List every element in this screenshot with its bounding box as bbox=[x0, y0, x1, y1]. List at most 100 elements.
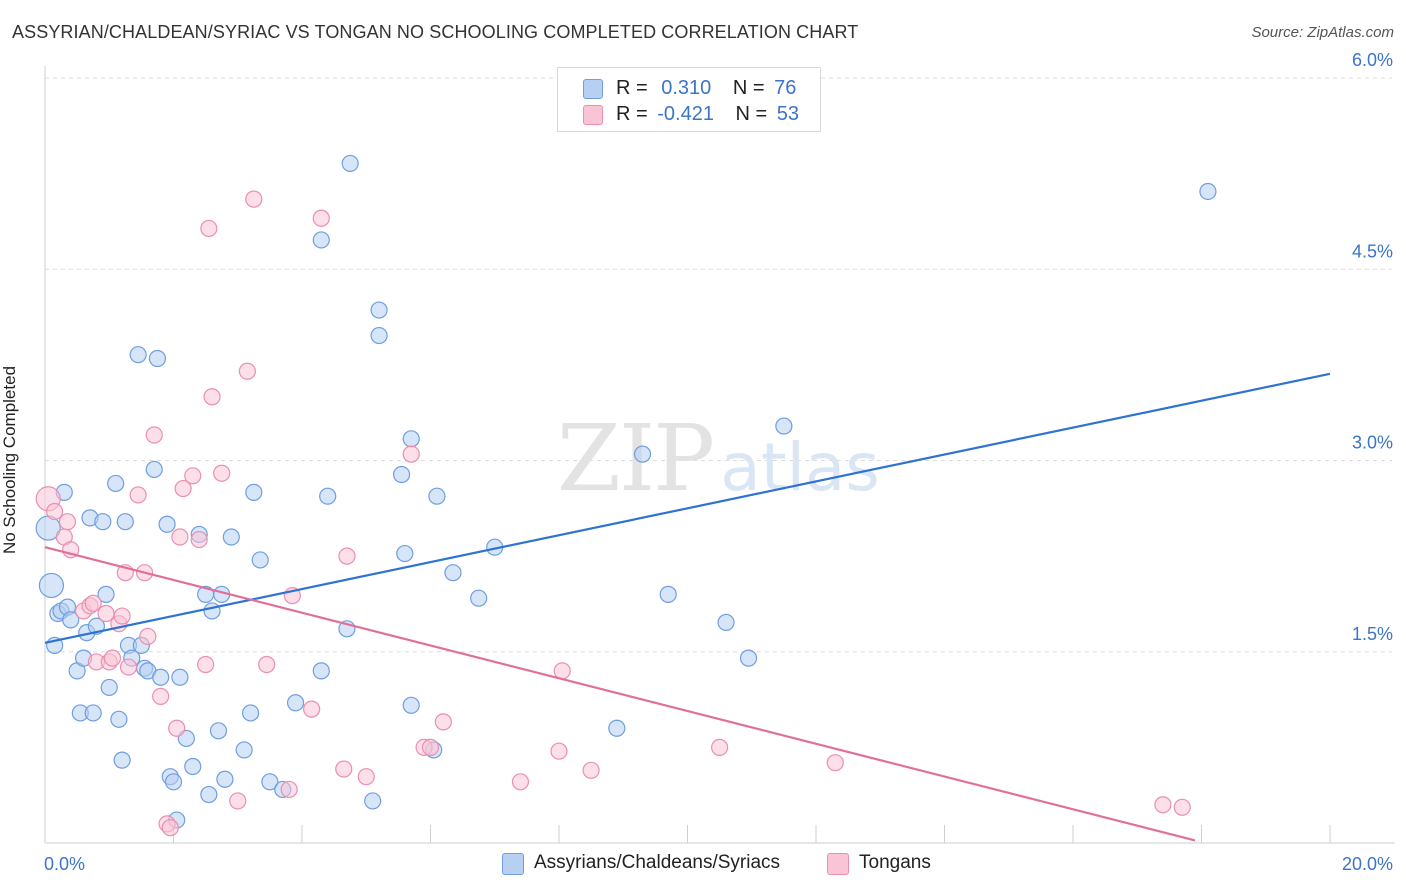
data-point-tongans bbox=[152, 687, 170, 705]
data-point-tongans bbox=[58, 513, 77, 531]
watermark-zip: ZIP bbox=[557, 405, 713, 512]
data-point-assyrians bbox=[608, 719, 626, 737]
y-tick-label: 4.5% bbox=[1352, 241, 1393, 261]
legend-swatch-pink bbox=[827, 853, 849, 875]
data-point-tongans bbox=[711, 738, 729, 756]
data-point-tongans bbox=[103, 649, 122, 667]
y-tick-label: 1.5% bbox=[1352, 624, 1393, 644]
data-point-assyrians bbox=[94, 513, 112, 531]
data-point-tongans bbox=[84, 594, 102, 612]
data-point-assyrians bbox=[470, 589, 488, 607]
data-point-tongans bbox=[1154, 796, 1172, 814]
data-point-tongans bbox=[312, 209, 330, 227]
watermark-atlas: atlas bbox=[720, 429, 880, 506]
data-point-assyrians bbox=[717, 613, 735, 632]
source-credit: Source: ZipAtlas.com bbox=[1251, 24, 1394, 41]
data-point-tongans bbox=[174, 479, 192, 498]
legend-n-label: N = bbox=[732, 77, 765, 99]
data-point-assyrians bbox=[341, 154, 359, 173]
data-point-tongans bbox=[421, 738, 440, 756]
data-point-assyrians bbox=[319, 487, 337, 505]
correlation-legend: R = 0.310 N = 76 R = -0.421 N = 53 bbox=[557, 67, 821, 132]
data-point-tongans bbox=[245, 190, 263, 208]
data-point-assyrians bbox=[222, 528, 240, 546]
data-point-assyrians bbox=[113, 751, 131, 769]
data-point-assyrians bbox=[107, 474, 125, 493]
data-point-assyrians bbox=[148, 349, 167, 368]
data-point-assyrians bbox=[200, 785, 218, 804]
data-point-tongans bbox=[826, 754, 844, 772]
data-point-assyrians bbox=[396, 544, 414, 563]
legend-n-value: 53 bbox=[776, 103, 800, 125]
data-point-assyrians bbox=[312, 231, 330, 249]
data-point-assyrians bbox=[251, 551, 269, 569]
data-point-tongans bbox=[184, 467, 202, 485]
data-point-tongans bbox=[357, 768, 375, 786]
data-point-assyrians bbox=[392, 465, 411, 484]
data-point-assyrians bbox=[444, 564, 462, 582]
data-point-assyrians bbox=[84, 704, 102, 722]
legend-n-value: 76 bbox=[774, 77, 797, 99]
series-legend: Assyrians/Chaldeans/Syriacs Tongans bbox=[0, 852, 1406, 878]
data-point-assyrians bbox=[428, 487, 446, 505]
data-point-assyrians bbox=[402, 430, 420, 448]
data-point-assyrians bbox=[659, 585, 677, 603]
watermark: ZIP atlas bbox=[557, 405, 880, 512]
data-point-tongans bbox=[434, 713, 452, 731]
data-point-tongans bbox=[258, 655, 276, 674]
legend-r-value: -0.421 bbox=[657, 103, 714, 125]
data-point-assyrians bbox=[242, 704, 260, 722]
data-point-assyrians bbox=[145, 460, 163, 479]
data-point-tongans bbox=[335, 760, 353, 778]
data-point-tongans bbox=[511, 773, 530, 791]
data-point-assyrians bbox=[261, 773, 279, 791]
data-point-tongans bbox=[129, 486, 147, 504]
legend-r-label: R = bbox=[616, 103, 648, 125]
data-point-assyrians bbox=[100, 678, 118, 697]
data-point-tongans bbox=[168, 719, 186, 737]
data-point-assyrians bbox=[164, 773, 183, 791]
y-tick-label: 6.0% bbox=[1352, 50, 1393, 70]
data-point-tongans bbox=[1173, 798, 1191, 816]
chart-title: ASSYRIAN/CHALDEAN/SYRIAC VS TONGAN NO SC… bbox=[12, 22, 859, 42]
data-point-assyrians bbox=[775, 417, 793, 435]
data-point-assyrians bbox=[110, 710, 128, 728]
data-point-tongans bbox=[203, 388, 221, 406]
data-point-assyrians bbox=[209, 722, 228, 740]
data-point-assyrians bbox=[633, 445, 652, 463]
trend-line-assyrians bbox=[44, 372, 1331, 644]
data-point-assyrians bbox=[152, 668, 170, 686]
x-tick-label: 0.0% bbox=[44, 854, 85, 874]
data-point-tongans bbox=[303, 700, 321, 718]
data-point-assyrians bbox=[245, 483, 263, 501]
data-point-assyrians bbox=[1199, 182, 1217, 201]
data-point-assyrians bbox=[184, 757, 202, 776]
legend-swatch-pink bbox=[583, 105, 603, 125]
data-point-tongans bbox=[171, 528, 189, 546]
data-point-assyrians bbox=[171, 668, 189, 686]
y-tick-label: 3.0% bbox=[1352, 433, 1393, 453]
data-point-assyrians bbox=[203, 602, 221, 620]
data-point-tongans bbox=[145, 426, 163, 444]
legend-n-label: N = bbox=[735, 103, 768, 125]
data-point-tongans bbox=[119, 658, 138, 676]
data-point-assyrians bbox=[62, 611, 80, 629]
trend-line-tongans bbox=[44, 546, 1196, 842]
data-point-tongans bbox=[402, 445, 420, 463]
data-point-tongans bbox=[190, 530, 208, 549]
grid-layer bbox=[45, 77, 1392, 653]
data-point-assyrians bbox=[116, 513, 134, 531]
data-point-assyrians bbox=[286, 694, 305, 712]
tick-label-layer: 1.5% 3.0% 4.5% 6.0% 0.0% 20.0% bbox=[44, 50, 1393, 874]
trend-layer bbox=[44, 372, 1331, 842]
data-point-tongans bbox=[197, 655, 215, 674]
data-point-tongans bbox=[46, 502, 64, 521]
data-point-tongans bbox=[550, 742, 568, 760]
data-point-tongans bbox=[139, 627, 157, 646]
data-point-tongans bbox=[582, 761, 600, 779]
legend-r-label: R = bbox=[616, 77, 648, 99]
data-point-tongans bbox=[280, 780, 298, 799]
legend-swatch-blue bbox=[502, 853, 524, 875]
data-point-tongans bbox=[200, 219, 218, 238]
data-point-assyrians bbox=[739, 649, 758, 667]
